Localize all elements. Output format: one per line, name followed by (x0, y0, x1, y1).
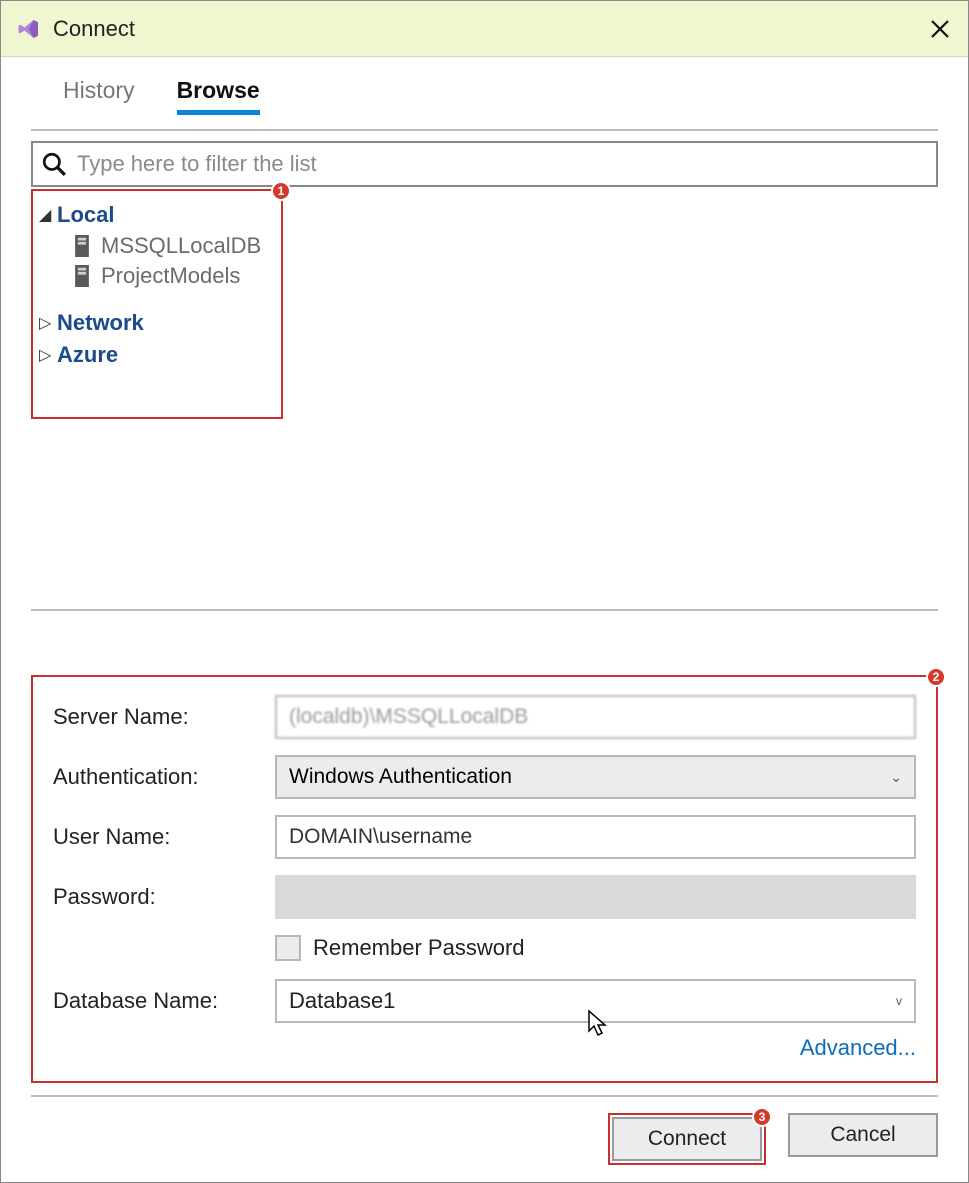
tab-browse[interactable]: Browse (177, 77, 260, 115)
annotation-badge-3: 3 (752, 1107, 772, 1127)
annotation-badge-1: 1 (271, 181, 291, 201)
remember-password-checkbox[interactable] (275, 935, 301, 961)
connect-button-annotation: 3 Connect (608, 1113, 766, 1165)
advanced-link[interactable]: Advanced... (53, 1035, 916, 1061)
window-title: Connect (53, 16, 922, 42)
username-label: User Name: (53, 824, 275, 850)
tree-node-local[interactable]: ◢ Local (39, 199, 275, 231)
divider (31, 129, 938, 131)
cancel-button-wrap: Cancel (788, 1113, 938, 1165)
close-button[interactable] (922, 11, 958, 47)
database-name-label: Database Name: (53, 988, 275, 1014)
remember-password-label: Remember Password (313, 935, 525, 961)
tab-history[interactable]: History (63, 77, 135, 115)
chevron-down-icon: v (896, 994, 902, 1008)
authentication-select[interactable]: Windows Authentication ⌄ (275, 755, 916, 799)
password-input (275, 875, 916, 919)
connection-form-annotation: 2 Server Name: Authentication: Windows A… (31, 675, 938, 1083)
tree-node-network[interactable]: ▷ Network (39, 307, 275, 339)
database-name-combo[interactable]: Database1 v (275, 979, 916, 1023)
tree-item-label: MSSQLLocalDB (101, 233, 261, 259)
server-tree-annotation: 1 ◢ Local MSSQLLocalDB ProjectModels ▷ (31, 189, 283, 419)
divider (31, 609, 938, 611)
expand-down-icon: ◢ (39, 205, 57, 225)
tree-item-projectmodels[interactable]: ProjectModels (39, 261, 275, 291)
password-label: Password: (53, 884, 275, 910)
expand-right-icon: ▷ (39, 345, 57, 365)
server-icon (73, 235, 91, 257)
dialog-footer: 3 Connect Cancel (1, 1097, 968, 1165)
tree-item-label: ProjectModels (101, 263, 240, 289)
tree-label: Network (57, 310, 144, 336)
remember-password-row[interactable]: Remember Password (275, 935, 916, 961)
authentication-label: Authentication: (53, 764, 275, 790)
authentication-value: Windows Authentication (289, 765, 512, 789)
connect-button[interactable]: Connect (612, 1117, 762, 1161)
tree-node-azure[interactable]: ▷ Azure (39, 339, 275, 371)
server-name-label: Server Name: (53, 704, 275, 730)
vs-logo-icon (15, 17, 43, 41)
tree-label: Azure (57, 342, 118, 368)
filter-input[interactable] (77, 151, 928, 177)
chevron-down-icon: ⌄ (890, 769, 902, 786)
filter-box (31, 141, 938, 187)
server-name-input[interactable] (275, 695, 916, 739)
tab-strip: History Browse (31, 57, 938, 115)
cancel-button[interactable]: Cancel (788, 1113, 938, 1157)
expand-right-icon: ▷ (39, 313, 57, 333)
tree-label: Local (57, 202, 114, 228)
server-icon (73, 265, 91, 287)
search-icon (41, 151, 67, 177)
username-input[interactable] (275, 815, 916, 859)
close-icon (929, 18, 951, 40)
titlebar: Connect (1, 1, 968, 57)
tree-item-mssqllocaldb[interactable]: MSSQLLocalDB (39, 231, 275, 261)
annotation-badge-2: 2 (926, 667, 946, 687)
database-name-value: Database1 (289, 988, 395, 1014)
